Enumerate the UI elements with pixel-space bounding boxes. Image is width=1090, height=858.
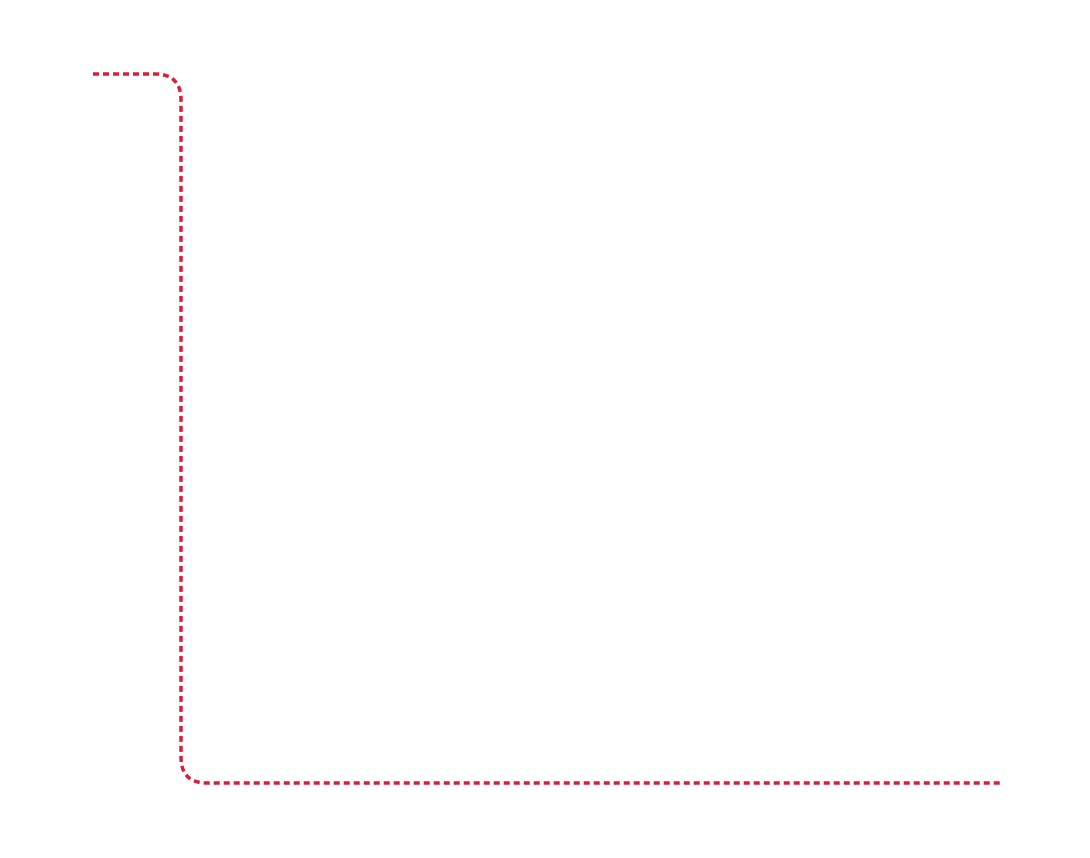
dashed-connector [93,72,1000,785]
